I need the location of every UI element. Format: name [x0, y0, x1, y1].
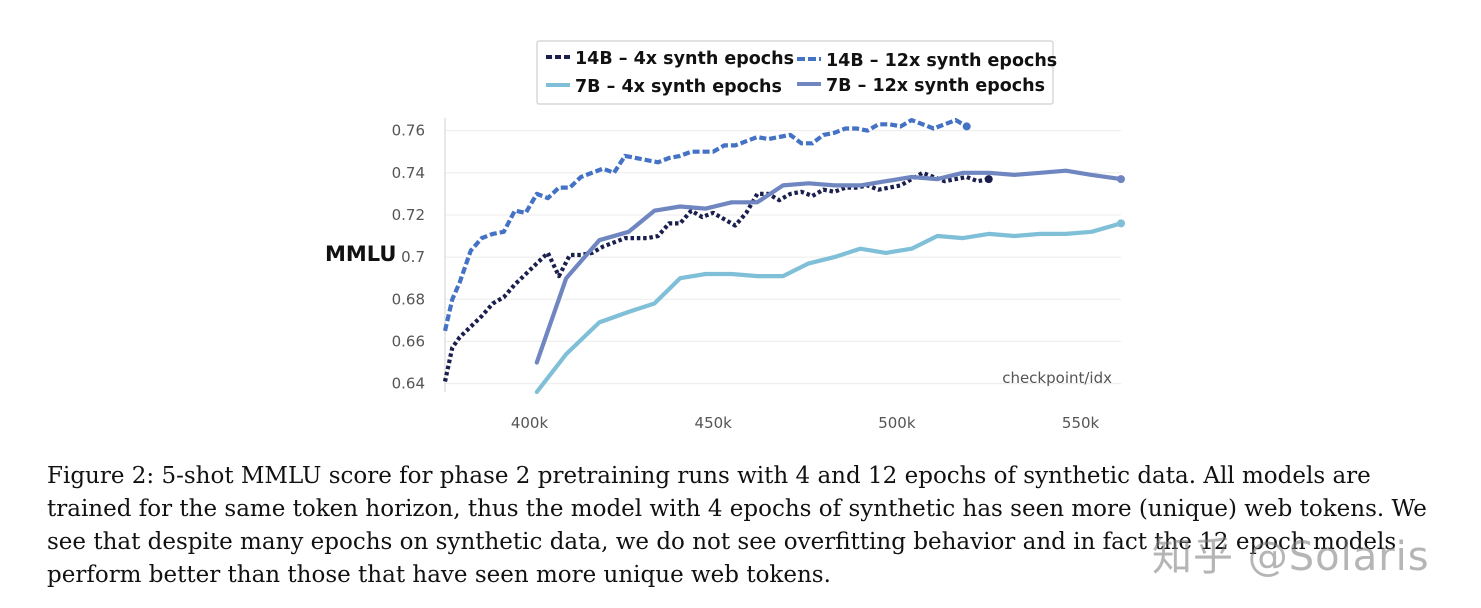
y-tick-label: 0.76 — [392, 122, 425, 140]
watermark: 知乎 @Solaris — [1152, 534, 1430, 580]
mmlu-line-chart: 0.64 0.66 0.68 0.7 0.72 0.74 0.76 400k 450k 500k… — [325, 40, 1125, 432]
legend-label: 7B – 12x synth epochs — [826, 76, 1045, 96]
y-tick-label: 0.66 — [392, 332, 425, 350]
figure-caption: Figure 2: 5-shot MMLU score for phase 2 … — [47, 463, 1427, 588]
series-line-2 — [534, 221, 1124, 395]
legend-label: 14B – 4x synth epochs — [575, 49, 794, 69]
x-tick-label: 450k — [695, 414, 733, 432]
legend-label: 7B – 4x synth epochs — [575, 77, 782, 97]
x-tick-label: 550k — [1062, 414, 1100, 432]
x-tick-labels: 400k 450k 500k 550k — [511, 414, 1100, 432]
x-axis-label: checkpoint/idx — [1002, 369, 1112, 387]
y-tick-label: 0.7 — [401, 248, 425, 266]
y-tick-label: 0.68 — [392, 290, 425, 308]
series-end-point-1 — [962, 122, 971, 131]
series-lines — [442, 117, 1125, 395]
y-tick-label: 0.72 — [392, 206, 425, 224]
x-tick-label: 500k — [878, 414, 916, 432]
legend: 14B – 4x synth epochs 14B – 12x synth epo… — [536, 40, 1057, 105]
legend-label: 14B – 12x synth epochs — [826, 51, 1057, 71]
y-tick-labels: 0.64 0.66 0.68 0.7 0.72 0.74 0.76 — [392, 122, 425, 393]
legend-box — [536, 40, 1054, 105]
series-line-0 — [442, 170, 990, 382]
y-axis-label: MMLU — [325, 242, 396, 266]
series-end-point-2 — [1117, 219, 1125, 228]
y-tick-label: 0.64 — [392, 375, 425, 393]
series-end-point-3 — [1117, 175, 1125, 184]
x-tick-label: 400k — [511, 414, 549, 432]
series-end-point-0 — [984, 175, 993, 184]
series-line-3 — [534, 168, 1124, 365]
y-tick-label: 0.74 — [392, 164, 425, 182]
